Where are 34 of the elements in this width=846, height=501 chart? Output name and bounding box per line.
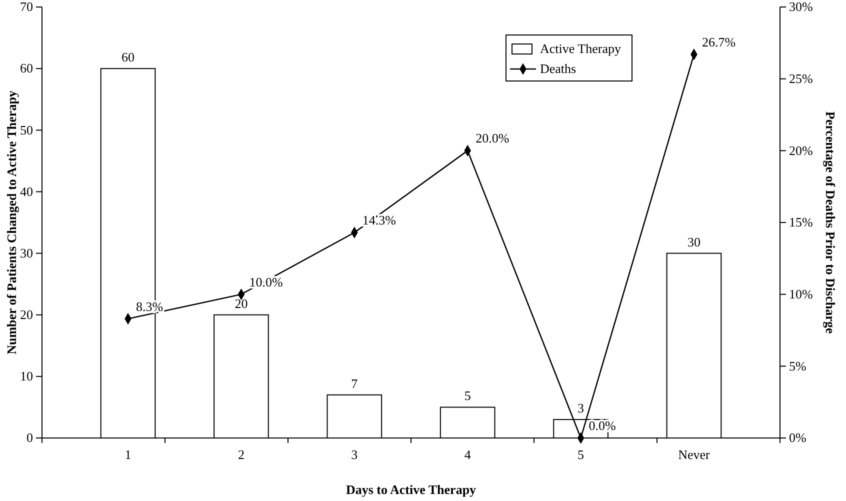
y2-tick-label: 0% (789, 430, 806, 446)
y-axis-title: Number of Patients Changed to Active Therapy (4, 90, 19, 354)
data-label: 30 (687, 234, 700, 250)
data-label: 26.7% (702, 34, 736, 50)
x-tick-label: 5 (578, 447, 584, 462)
y-tick-label: 0 (26, 430, 33, 446)
data-label: 3 (578, 400, 584, 416)
x-tick-label: 3 (351, 447, 358, 462)
y2-tick-label: 10% (789, 286, 813, 302)
x-tick-label: 1 (124, 447, 132, 462)
legend-label: Active Therapy (540, 41, 622, 56)
y-tick-label: 10 (20, 368, 33, 384)
y2-tick-label: 15% (789, 214, 813, 230)
x-axis-title: Days to Active Therapy (346, 482, 477, 497)
data-label: 60 (122, 50, 135, 65)
y2-tick-label: 20% (789, 142, 813, 158)
y-tick-label: 40 (20, 184, 33, 199)
y-tick-label: 70 (20, 0, 33, 14)
y-tick-label: 50 (20, 122, 33, 138)
y-tick-label: 30 (20, 245, 33, 260)
data-label: 20.0% (476, 130, 510, 146)
x-tick-label: Never (678, 447, 711, 462)
y2-tick-label: 5% (789, 358, 806, 374)
data-label: 20 (234, 296, 248, 311)
data-label: 7 (351, 376, 358, 391)
y2-axis-title: Percentage of Deaths Prior to Discharge (823, 111, 838, 334)
x-tick-label: 2 (238, 447, 244, 462)
y-tick-label: 60 (20, 60, 33, 76)
y-tick-label: 20 (20, 307, 33, 322)
data-label: 5 (464, 388, 471, 404)
legend-label: Deaths (540, 61, 576, 76)
y2-tick-label: 25% (789, 70, 813, 86)
y2-tick-label: 30% (789, 0, 813, 14)
x-tick-label: 4 (464, 447, 472, 462)
